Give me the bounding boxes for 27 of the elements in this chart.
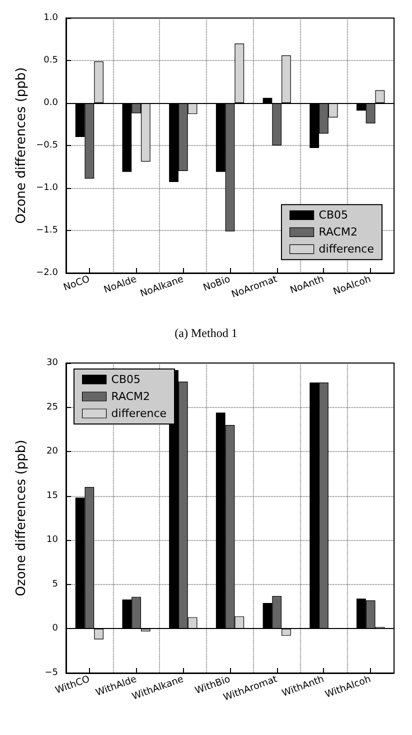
y-tick-label: 0 [52,624,58,634]
y-tick-label: −2.0 [36,268,58,278]
legend-label: RACM2 [318,226,358,239]
y-tick-label: −0.5 [36,140,58,150]
legend-label: CB05 [318,208,348,222]
y-axis-title: Ozone differences (ppb) [14,67,29,224]
y-tick-label: 20 [46,446,58,457]
x-tick-label: NoCO [62,274,92,294]
y-tick-label: 15 [46,490,58,501]
legend-label: RACM2 [111,390,150,403]
y-tick-label: −1.5 [36,226,58,236]
y-tick-label: 30 [46,358,58,368]
y-tick-label: 0.0 [44,98,58,108]
y-tick-label: −5 [44,668,58,678]
y-tick-label: 1.0 [44,13,58,23]
y-axis-title: Ozone differences (ppb) [14,440,29,596]
y-tick-label: −1.0 [36,183,58,193]
y-tick-label: 5 [52,579,58,590]
legend-label: difference [111,407,167,420]
text: (a) Method 1 [174,326,238,340]
legend-label: CB05 [111,373,141,386]
legend-label: difference [318,242,374,256]
y-tick-label: 0.5 [44,56,58,66]
x-tick-label: NoAlde [102,274,138,296]
x-tick-label: NoBio [202,274,232,294]
y-tick-label: 10 [46,535,58,546]
y-tick-label: 25 [46,402,58,412]
